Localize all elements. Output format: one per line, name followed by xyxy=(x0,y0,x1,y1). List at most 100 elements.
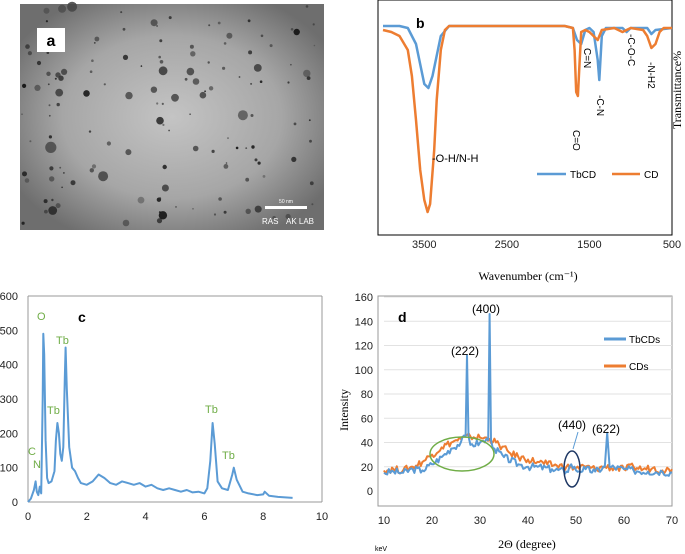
tem-particle xyxy=(93,42,96,44)
tem-particle xyxy=(247,19,251,23)
tem-particle xyxy=(48,114,51,117)
xrd-x-tick: 60 xyxy=(618,515,630,527)
tem-particle xyxy=(98,171,109,182)
ftir-x-tick: 1500 xyxy=(577,239,601,251)
tem-particle xyxy=(29,140,32,143)
eds-y-tick: 0 xyxy=(12,497,18,509)
tem-particle xyxy=(24,178,30,183)
tem-particle xyxy=(150,86,158,93)
tem-particle xyxy=(49,176,55,182)
tem-particle xyxy=(227,137,229,140)
tem-particle xyxy=(217,21,221,25)
ftir-plot-area xyxy=(382,24,673,214)
xrd-y-tick: 0 xyxy=(367,486,373,498)
xrd-x-tick: 70 xyxy=(666,515,678,527)
xrd-y-tick: 140 xyxy=(355,316,373,328)
tem-particle xyxy=(91,59,94,62)
tem-particle xyxy=(308,119,311,122)
eds-x-label: keV xyxy=(375,546,387,553)
tem-particle xyxy=(103,83,106,86)
tem-particle xyxy=(254,205,262,213)
tem-particle xyxy=(137,196,145,204)
eds-y-tick: 300 xyxy=(0,394,18,406)
peak-label-440: (440) xyxy=(558,418,586,432)
tem-particle xyxy=(56,102,60,107)
peak-label-622: (622) xyxy=(592,422,620,436)
peak-440-circle xyxy=(563,450,581,488)
tem-particle xyxy=(254,158,258,162)
tem-particle xyxy=(156,25,159,27)
eds-label-tb-2: Tb xyxy=(47,405,60,417)
tem-particle xyxy=(43,199,48,204)
panel-d: 10 20 30 40 50 60 70 0 20 40 60 80 100 120 140 160 d In… xyxy=(337,292,678,551)
tem-particle xyxy=(161,102,164,105)
tem-particle xyxy=(49,166,54,171)
tem-particle xyxy=(260,34,264,38)
tem-particle xyxy=(22,83,27,88)
eds-y-tick: 200 xyxy=(0,428,18,440)
eds-x-tick: 10 xyxy=(316,511,328,523)
eds-y-tick: 600 xyxy=(0,291,18,303)
tem-particle xyxy=(21,221,25,225)
tem-particle xyxy=(192,208,194,210)
eds-x-tick: 4 xyxy=(143,511,149,523)
tem-particle xyxy=(262,175,266,178)
xrd-y-tick: 40 xyxy=(361,438,373,450)
xrd-x-tick: 40 xyxy=(522,515,534,527)
tem-particle xyxy=(168,16,172,20)
xrd-x-tick: 30 xyxy=(474,515,486,527)
tem-particle xyxy=(245,208,251,214)
tem-particle xyxy=(175,206,177,208)
tem-particle xyxy=(61,68,68,75)
tem-particle xyxy=(223,42,227,45)
tem-particle xyxy=(245,147,248,150)
ftir-x-tick: 2500 xyxy=(495,239,519,251)
tem-particle xyxy=(161,184,169,192)
legend-label-tbcd: TbCD xyxy=(570,170,596,181)
tem-particle xyxy=(238,76,241,78)
tem-particle xyxy=(55,72,61,78)
tem-particle xyxy=(120,11,123,14)
tem-particle xyxy=(47,83,50,86)
tem-particle xyxy=(250,82,253,85)
lab-text-2: AK LAB xyxy=(286,217,314,226)
ftir-x-ticks: 3500 2500 1500 500 xyxy=(412,239,681,251)
tem-particle xyxy=(291,156,297,162)
tem-particle xyxy=(156,102,159,105)
tem-particle xyxy=(311,203,314,206)
amorphous-hump-circle xyxy=(429,436,495,472)
annotation-c-n: -C-N xyxy=(594,95,605,116)
xrd-x-tick: 50 xyxy=(570,515,582,527)
tem-particle xyxy=(272,216,276,220)
tem-particle xyxy=(189,113,191,115)
tem-particle xyxy=(156,218,163,224)
tem-particle xyxy=(222,66,226,70)
eds-y-tick: 500 xyxy=(0,325,18,337)
xrd-y-tick: 120 xyxy=(355,341,373,353)
xrd-plot-area xyxy=(383,296,673,477)
tem-particle xyxy=(48,206,58,215)
ftir-x-label: Wavenumber (cm⁻¹) xyxy=(478,269,577,283)
ftir-x-tick: 500 xyxy=(663,239,681,251)
tem-particle xyxy=(259,80,263,83)
xrd-x-tick: 10 xyxy=(378,515,390,527)
eds-label-tb-4: Tb xyxy=(222,450,235,462)
tem-particle xyxy=(159,39,163,43)
tem-particle xyxy=(25,44,30,49)
tem-particle xyxy=(125,149,132,156)
tem-particle xyxy=(257,161,261,165)
tem-particle xyxy=(225,162,228,164)
tem-particle xyxy=(94,36,100,42)
eds-spectrum xyxy=(27,332,293,503)
tem-particle xyxy=(58,4,67,13)
xrd-y-tick: 60 xyxy=(361,413,373,425)
tem-particle xyxy=(67,1,78,12)
tem-particle xyxy=(91,164,97,169)
tem-particle xyxy=(208,86,214,91)
tem-particle xyxy=(245,177,250,182)
ftir-x-tick: 3500 xyxy=(412,239,436,251)
tem-particle xyxy=(59,166,62,169)
tem-particle xyxy=(309,139,312,143)
